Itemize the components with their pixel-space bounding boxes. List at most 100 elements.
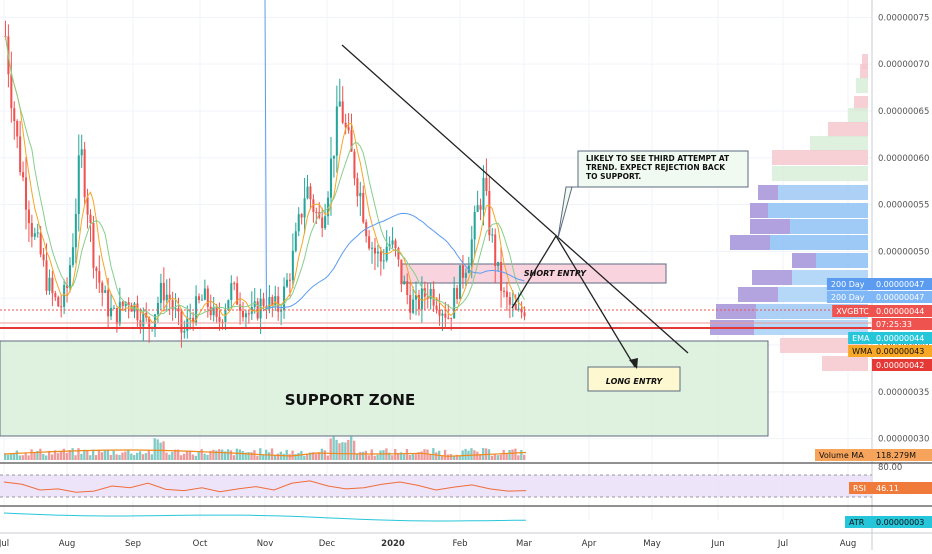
volume-bar bbox=[414, 453, 417, 460]
volume-bar bbox=[106, 450, 109, 460]
candle-body bbox=[30, 223, 33, 237]
time-tick-label: Sep bbox=[125, 539, 141, 549]
candle-body bbox=[42, 254, 45, 261]
volume-bar bbox=[352, 440, 356, 460]
volume-bar bbox=[194, 455, 197, 460]
candle-body bbox=[447, 317, 450, 319]
volume-bar bbox=[396, 452, 400, 460]
candle-body bbox=[104, 290, 107, 293]
long-entry-label: LONG ENTRY bbox=[606, 377, 664, 386]
candle-body bbox=[327, 197, 330, 217]
volume-bar bbox=[144, 453, 148, 460]
volume-bar bbox=[138, 451, 142, 460]
volume-bar bbox=[12, 453, 16, 460]
volume-bar bbox=[221, 449, 224, 460]
volume-bar bbox=[347, 439, 350, 460]
volume-bar bbox=[182, 453, 186, 460]
candle-body bbox=[359, 192, 362, 197]
candle-body bbox=[429, 288, 432, 299]
candle-body bbox=[159, 283, 162, 303]
volume-bar bbox=[130, 453, 133, 460]
volume-bar bbox=[109, 454, 112, 460]
time-tick-label: Jun bbox=[710, 539, 724, 549]
volume-bar bbox=[317, 452, 321, 460]
candle-body bbox=[39, 232, 42, 255]
volume-bar bbox=[314, 453, 318, 460]
rsi-value-bg bbox=[872, 482, 932, 494]
volume-bar bbox=[6, 454, 10, 460]
callout-text: LIKELY TO SEE THIRD ATTEMPT AT TREND. EXP… bbox=[586, 154, 730, 181]
volume-bar bbox=[267, 452, 271, 460]
price-label-name: 200 Day bbox=[831, 280, 865, 289]
candle-body bbox=[420, 288, 423, 310]
candle-body bbox=[291, 250, 294, 281]
candle-body bbox=[112, 307, 115, 309]
volume-bar bbox=[458, 455, 461, 460]
volume-bar bbox=[306, 453, 309, 460]
volume-bar bbox=[320, 448, 324, 460]
volume-bar bbox=[235, 448, 239, 460]
volume-bar bbox=[303, 455, 306, 460]
volume-bar bbox=[4, 454, 7, 460]
candle-body bbox=[397, 248, 400, 260]
volume-bar bbox=[276, 453, 280, 460]
volume-bar bbox=[179, 455, 183, 460]
candle-body bbox=[36, 232, 39, 234]
candle-body bbox=[189, 317, 192, 319]
candle-body bbox=[127, 302, 130, 306]
candle-body bbox=[458, 265, 462, 300]
volume-bar bbox=[329, 438, 332, 460]
candle-body bbox=[247, 313, 250, 315]
candle-body bbox=[233, 283, 236, 285]
price-label-name: WMA bbox=[852, 347, 873, 356]
candle-body bbox=[118, 301, 121, 325]
candle-body bbox=[344, 122, 347, 128]
volume-bar bbox=[185, 450, 189, 460]
price-label-value: 07:25:33 bbox=[876, 320, 912, 329]
volume-profile-bar bbox=[772, 166, 868, 181]
price-tick-label: 0.00000050 bbox=[878, 247, 929, 257]
volume-bar bbox=[156, 439, 159, 460]
wma-line bbox=[5, 36, 525, 318]
volume-ma-name: Volume MA bbox=[819, 451, 864, 460]
volume-bar bbox=[203, 453, 206, 460]
candle-body bbox=[74, 214, 77, 248]
candle-body bbox=[356, 178, 359, 197]
price-label-value-bg bbox=[872, 345, 932, 357]
candle-body bbox=[371, 247, 374, 249]
candle-body bbox=[444, 313, 447, 318]
atr-tag bbox=[845, 516, 872, 528]
volume-profile-bar bbox=[848, 108, 868, 123]
time-tick-label: Jul bbox=[0, 539, 9, 549]
volume-bar bbox=[124, 451, 127, 460]
price-tick-label: 0.00000060 bbox=[878, 154, 929, 164]
volume-profile-bar bbox=[716, 304, 756, 319]
price-label-value: 0.00000042 bbox=[876, 361, 924, 370]
time-tick-label: Dec bbox=[319, 539, 336, 549]
volume-bar bbox=[159, 442, 162, 460]
candle-body bbox=[453, 288, 456, 319]
volume-bar bbox=[505, 453, 508, 460]
volume-profile-bar bbox=[860, 64, 868, 79]
candle-body bbox=[461, 265, 464, 278]
volume-profile-bar bbox=[828, 122, 868, 137]
price-label-name: EMA bbox=[852, 334, 870, 343]
candle-body bbox=[479, 205, 482, 210]
volume-bar bbox=[212, 449, 215, 460]
volume-bar bbox=[373, 455, 376, 460]
volume-bar bbox=[270, 448, 274, 460]
price-label-value: 0.00000047 bbox=[876, 293, 924, 302]
volume-bar bbox=[455, 454, 458, 460]
volume-bar bbox=[405, 448, 409, 460]
volume-bar bbox=[59, 451, 63, 460]
volume-bar bbox=[127, 449, 130, 460]
volume-bar bbox=[388, 452, 391, 460]
price-label-tag bbox=[848, 345, 872, 357]
volume-bar bbox=[56, 453, 60, 460]
volume-bar bbox=[18, 455, 22, 460]
volume-ma-tag bbox=[815, 449, 872, 461]
candle-body bbox=[415, 294, 418, 300]
atr-value-bg bbox=[872, 516, 932, 528]
volume-bar bbox=[174, 449, 177, 460]
